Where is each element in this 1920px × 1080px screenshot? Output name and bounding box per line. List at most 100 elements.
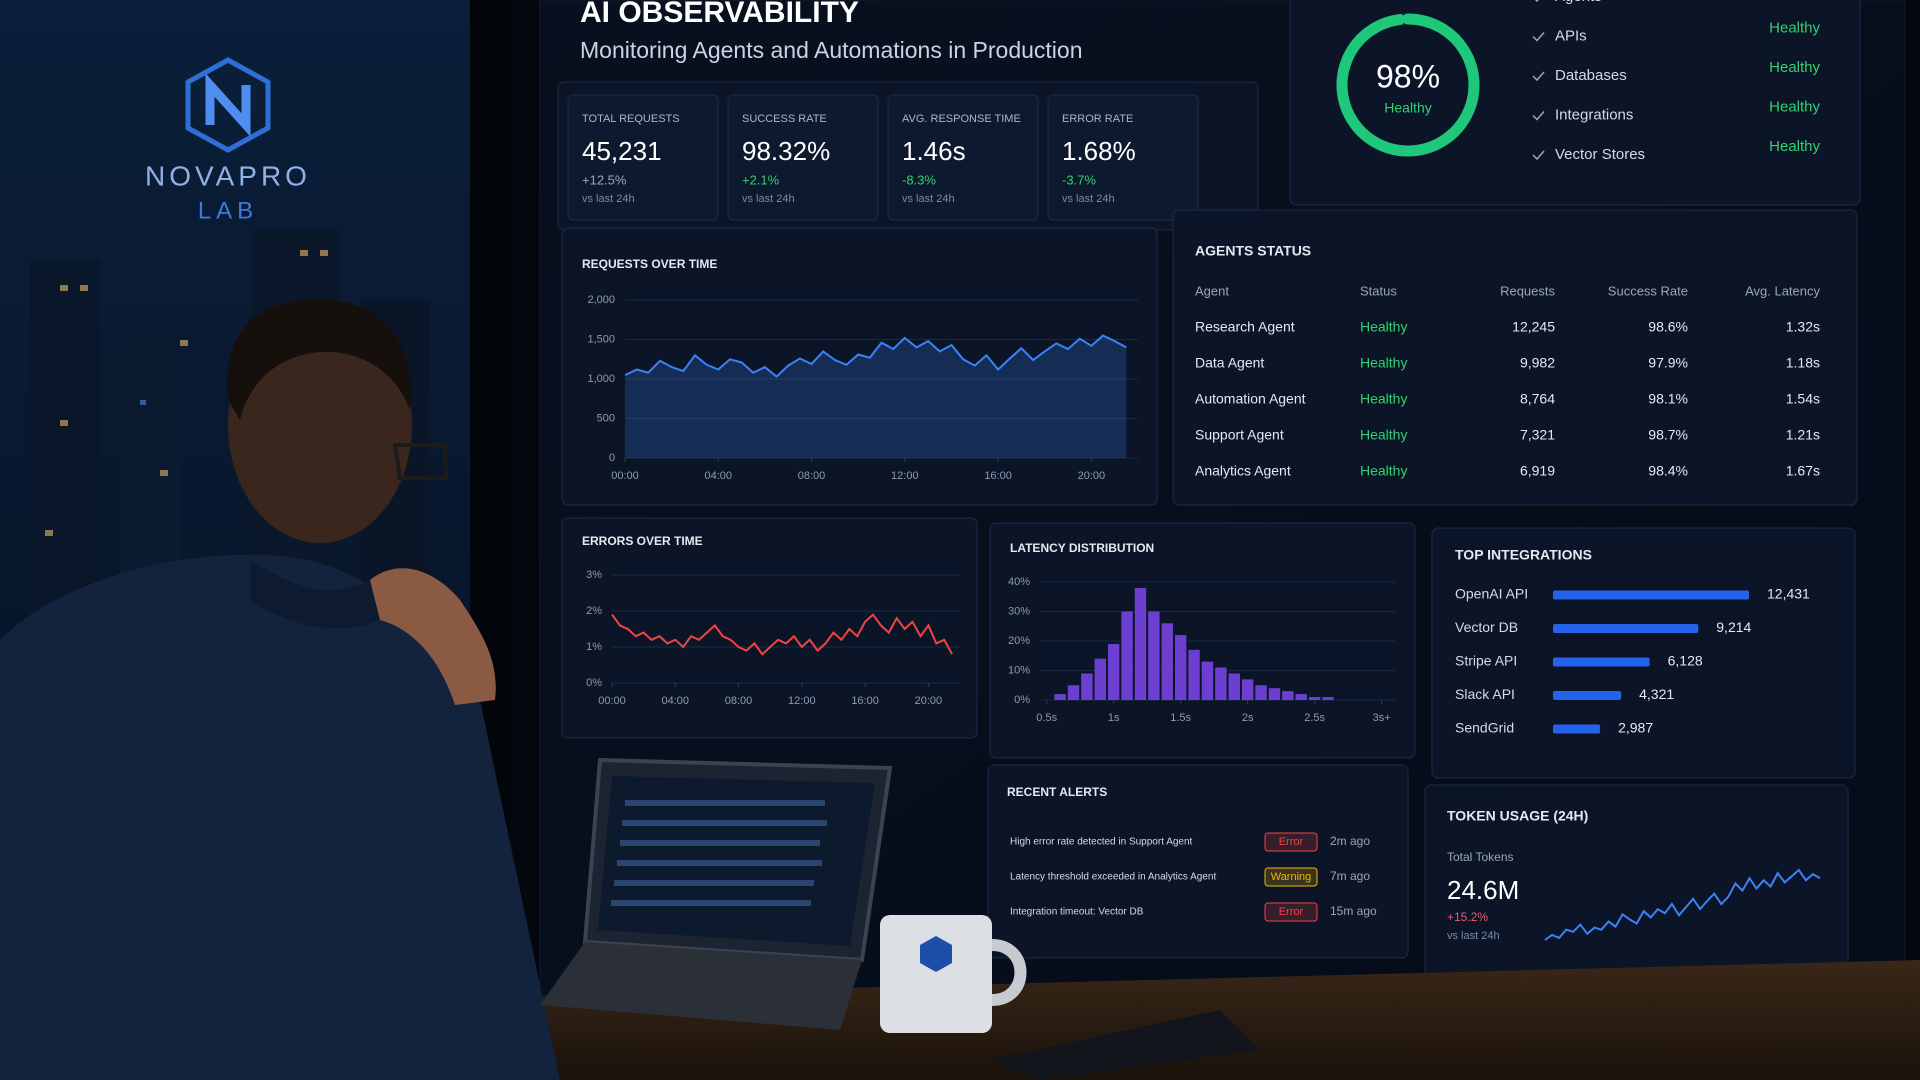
logo-n — [205, 73, 251, 137]
kpi-card — [1047, 94, 1199, 221]
table-cell: Healthy — [1360, 463, 1407, 479]
bar-label: Slack API — [1455, 686, 1515, 702]
x-tick-label: 16:00 — [851, 695, 879, 707]
health-item-name: Integrations — [1555, 106, 1633, 123]
health-item-status: Healthy — [1769, 98, 1820, 115]
line-area — [625, 335, 1127, 458]
kpi-label: ERROR RATE — [1062, 113, 1133, 125]
y-tick-label: 1% — [586, 641, 602, 653]
table-title: AGENTS STATUS — [1195, 243, 1311, 259]
y-tick-label: 3% — [586, 569, 602, 581]
health-item-name: Databases — [1555, 67, 1627, 84]
kpi-card — [727, 94, 879, 221]
subtitle: Monitoring Agents and Automations in Pro… — [580, 37, 1083, 63]
table-cell: 8,764 — [1520, 391, 1555, 407]
table-cell: 98.1% — [1648, 391, 1688, 407]
alert-time: 7m ago — [1330, 869, 1370, 883]
panel — [1289, 0, 1861, 206]
histogram-bar — [1067, 685, 1080, 700]
bar — [1553, 724, 1601, 734]
histogram-bar — [1201, 661, 1214, 700]
gauge-value: 98% — [1376, 58, 1440, 94]
bar-value-label: 2,987 — [1618, 720, 1653, 736]
kpi-delta: +12.5% — [582, 172, 627, 187]
panel-title: TOKEN USAGE (24H) — [1447, 808, 1588, 824]
histogram-bar — [1255, 685, 1267, 700]
histogram-bar — [1268, 688, 1281, 700]
y-tick-label: 10% — [1008, 664, 1030, 676]
token-note: vs last 24h — [1447, 930, 1500, 942]
bar-label: Vector DB — [1455, 619, 1518, 635]
bar-value-label: 6,128 — [1668, 653, 1703, 669]
kpi-delta: +2.1% — [742, 172, 780, 187]
health-item-name: Vector Stores — [1555, 146, 1645, 163]
logo-hex — [185, 57, 271, 153]
line — [624, 334, 1127, 378]
table-header: Success Rate — [1608, 283, 1688, 298]
kpi-card — [887, 94, 1039, 221]
x-tick-label: 04:00 — [662, 695, 690, 707]
kpi-value: 1.68% — [1062, 136, 1136, 166]
alert-level: Warning — [1271, 871, 1312, 883]
panel — [987, 764, 1409, 959]
gauge-status: Healthy — [1384, 100, 1431, 116]
y-tick-label: 2% — [586, 605, 602, 617]
kpi-label: AVG. RESPONSE TIME — [902, 113, 1021, 125]
kpi-note: vs last 24h — [902, 193, 955, 205]
x-tick-label: 00:00 — [598, 695, 626, 707]
x-tick-label: 1s — [1108, 712, 1120, 724]
histogram-bar — [1322, 697, 1334, 700]
panel — [1172, 209, 1858, 506]
panel-title: RECENT ALERTS — [1007, 785, 1107, 799]
check-icon — [1534, 0, 1539, 3]
gauge-arc — [1336, 13, 1480, 157]
table-cell: Automation Agent — [1195, 391, 1306, 407]
sparkline — [1544, 868, 1821, 941]
panel — [561, 227, 1158, 506]
table-cell: 7,321 — [1520, 427, 1555, 443]
alert-text: Latency threshold exceeded in Analytics … — [1010, 872, 1216, 883]
table-cell: 1.18s — [1786, 355, 1820, 371]
brand-name: NOVAPRO — [145, 160, 311, 191]
kpi-value: 98.32% — [742, 136, 830, 166]
table-cell: 1.32s — [1786, 319, 1820, 335]
table-cell: 1.21s — [1786, 427, 1820, 443]
x-tick-label: 04:00 — [705, 470, 733, 482]
kpi-note: vs last 24h — [582, 193, 635, 205]
bar-label: SendGrid — [1455, 720, 1514, 736]
table-cell: 97.9% — [1648, 355, 1688, 371]
histogram-bar — [1228, 673, 1240, 700]
histogram-bar — [1134, 587, 1147, 700]
x-tick-label: 12:00 — [788, 695, 816, 707]
bar — [1553, 624, 1699, 633]
x-tick-label: 12:00 — [891, 470, 919, 482]
histogram-bar — [1215, 667, 1227, 700]
table-cell: 9,982 — [1520, 355, 1555, 371]
table-header: Status — [1360, 283, 1397, 298]
health-item-status: Healthy — [1769, 138, 1820, 155]
chart-title: REQUESTS OVER TIME — [582, 257, 717, 271]
table-cell: Support Agent — [1195, 427, 1284, 443]
kpi-label: TOTAL REQUESTS — [582, 113, 680, 125]
table-cell: Data Agent — [1195, 355, 1264, 371]
x-tick-label: 00:00 — [611, 470, 639, 482]
check-icon — [1532, 32, 1545, 42]
histogram-bar — [1308, 697, 1321, 700]
kpi-delta: -8.3% — [902, 172, 936, 187]
bar — [1553, 657, 1650, 667]
health-item-status: Healthy — [1769, 19, 1820, 36]
histogram-bar — [1094, 658, 1106, 700]
chart-title: LATENCY DISTRIBUTION — [1010, 541, 1154, 555]
line — [611, 613, 953, 656]
histogram-bar — [1295, 694, 1307, 700]
bar — [1553, 691, 1622, 700]
kpi-note: vs last 24h — [1062, 193, 1115, 205]
y-tick-label: 1,500 — [587, 333, 615, 345]
histogram-bar — [1054, 694, 1066, 700]
alert-time: 2m ago — [1330, 834, 1370, 848]
y-tick-label: 0 — [609, 452, 615, 464]
table-cell: Healthy — [1360, 427, 1407, 443]
foreground — [0, 299, 1920, 1080]
table-cell: 1.67s — [1786, 463, 1820, 479]
table-cell: Healthy — [1360, 319, 1407, 335]
